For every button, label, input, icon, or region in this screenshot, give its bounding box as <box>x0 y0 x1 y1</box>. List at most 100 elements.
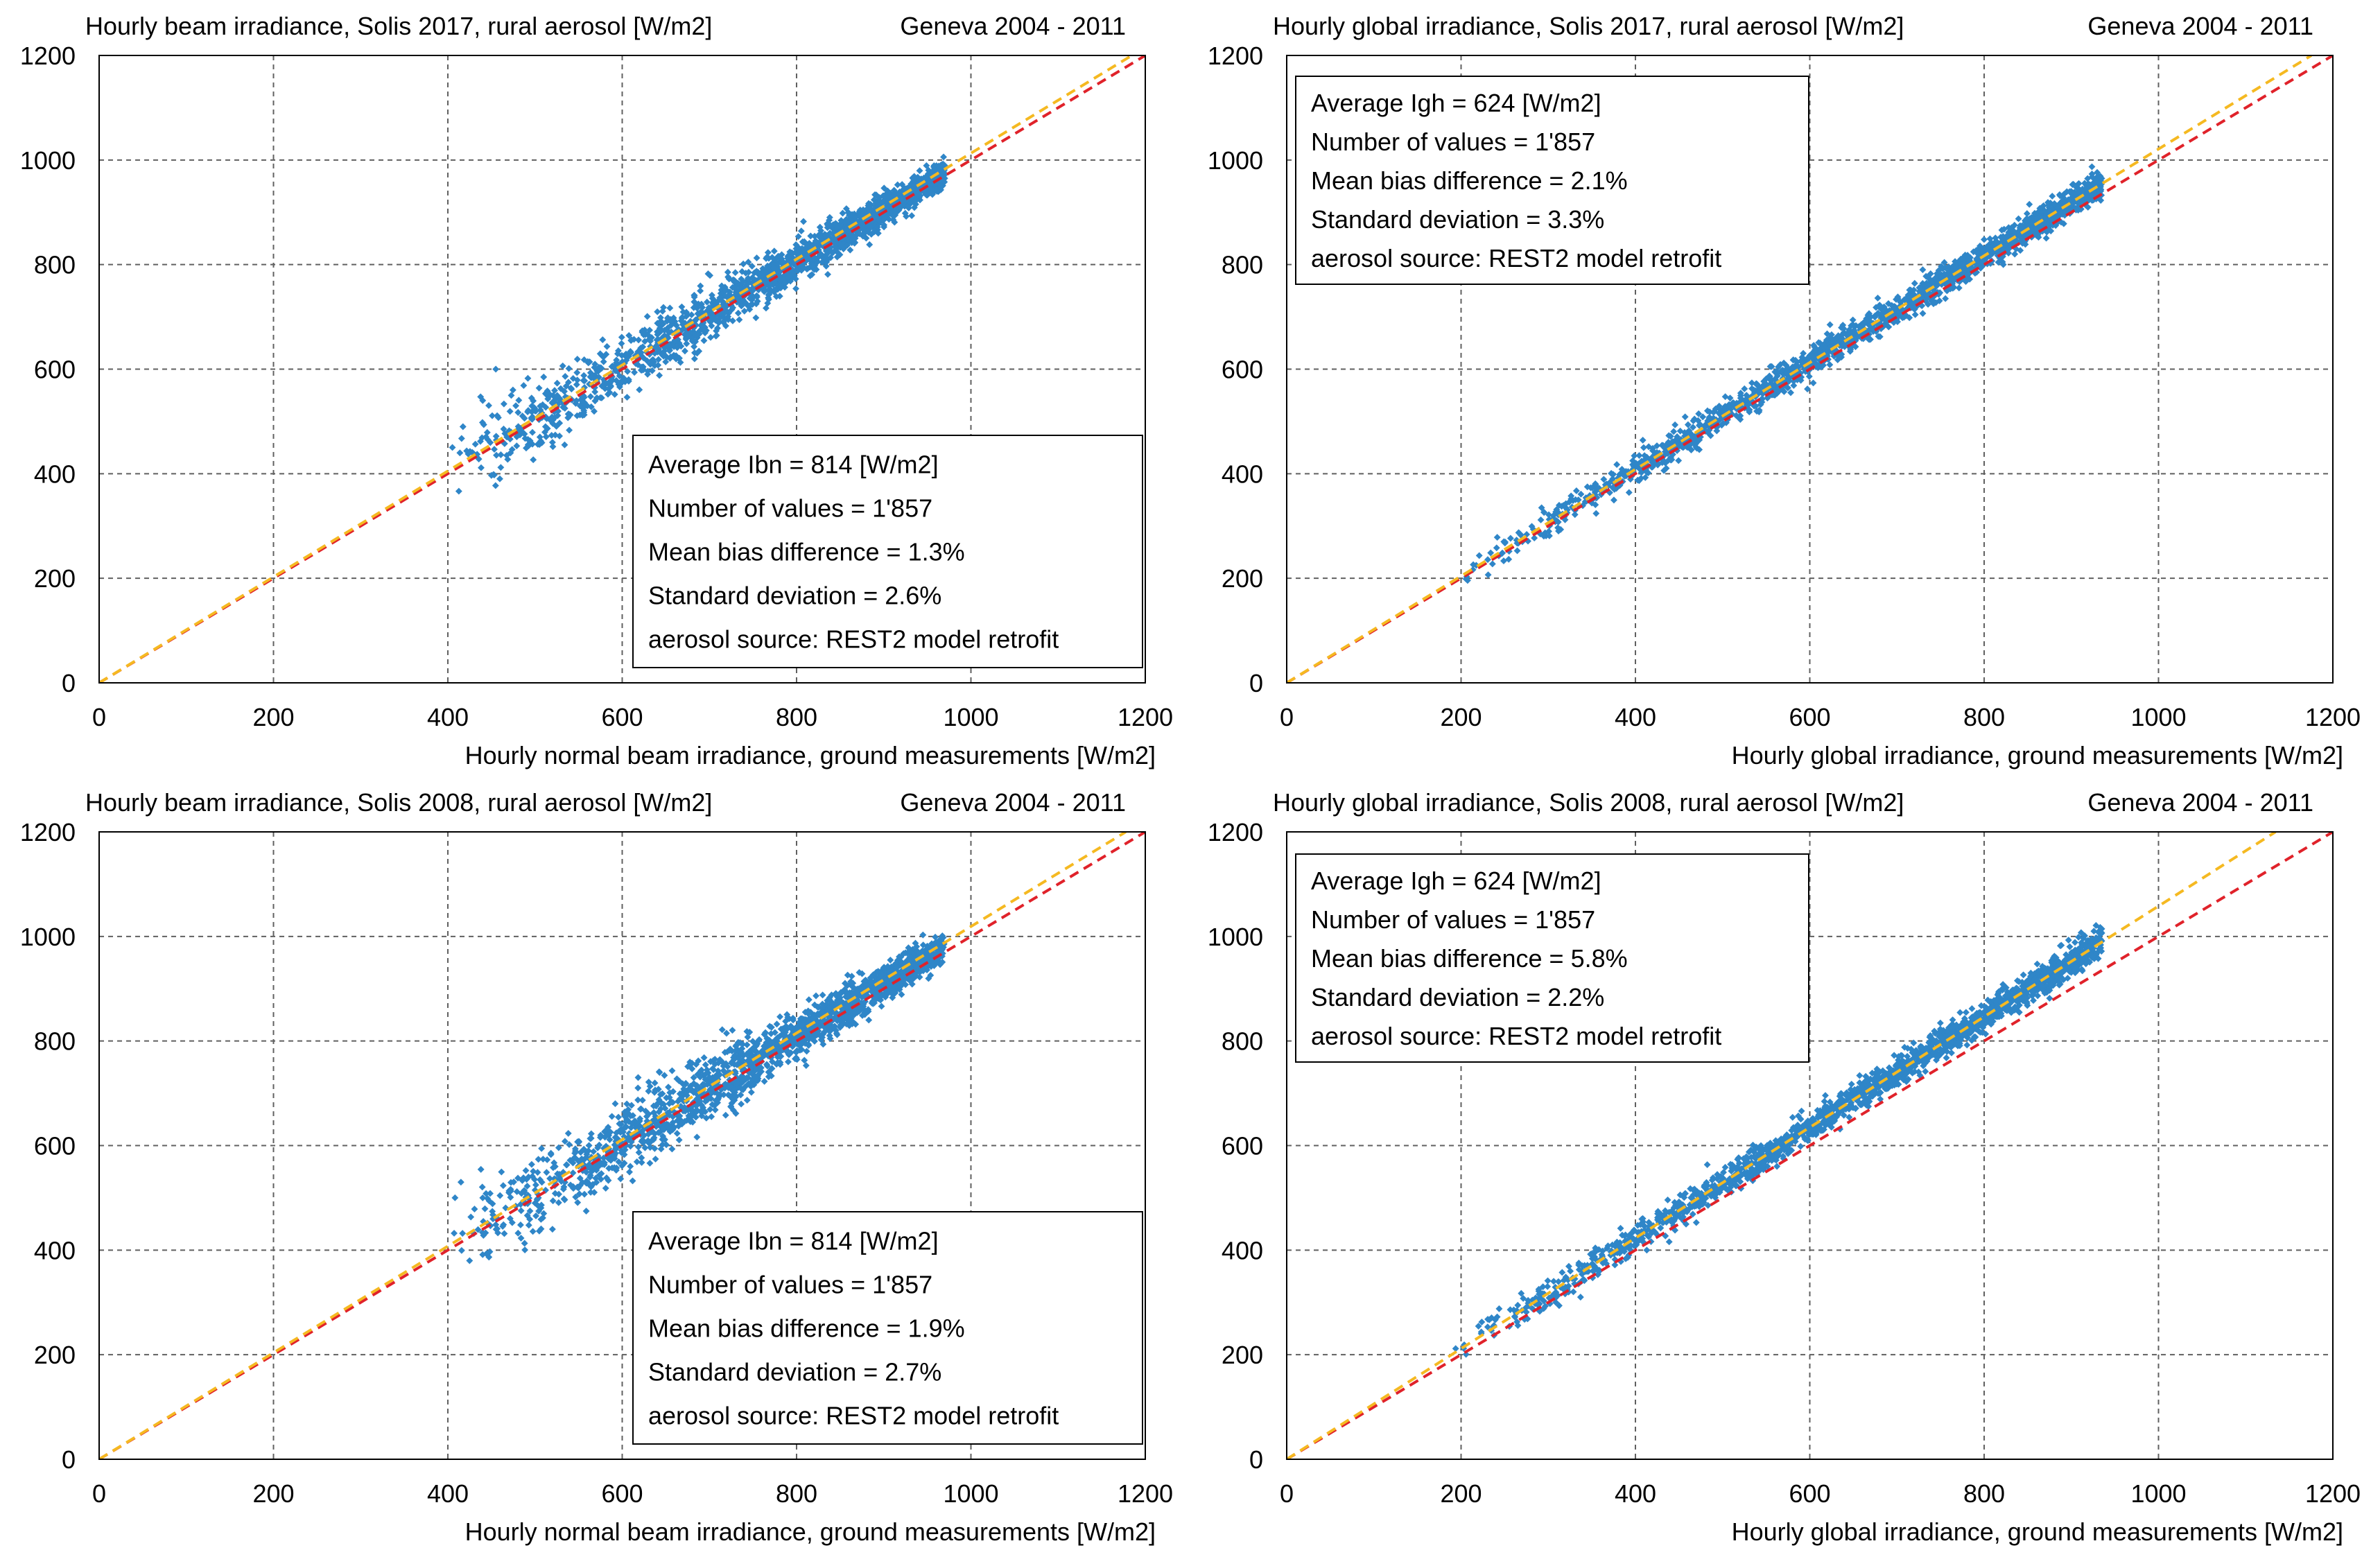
data-point <box>1662 464 1670 472</box>
data-point <box>1684 421 1692 428</box>
data-point <box>613 356 620 364</box>
data-point <box>1760 378 1768 385</box>
data-point <box>580 372 588 379</box>
data-point <box>1823 330 1831 338</box>
data-point <box>1517 531 1525 539</box>
data-point <box>724 268 731 276</box>
data-point <box>743 1097 751 1104</box>
data-point <box>890 191 898 198</box>
data-point <box>598 382 606 390</box>
data-point <box>580 407 588 415</box>
data-point <box>807 255 815 263</box>
x-tick-label: 400 <box>427 1479 469 1508</box>
data-point <box>729 284 736 291</box>
stats-box: Average Ibn = 814 [W/m2]Number of values… <box>632 435 1143 668</box>
data-point <box>703 1066 711 1074</box>
data-point <box>652 343 659 351</box>
data-point <box>1787 373 1794 381</box>
data-point <box>654 320 661 327</box>
data-point <box>1791 356 1799 364</box>
data-point <box>1705 415 1713 422</box>
data-point <box>1875 310 1882 318</box>
data-point <box>1758 395 1766 403</box>
stats-line: Standard deviation = 2.6% <box>648 582 941 610</box>
data-point <box>1635 477 1643 485</box>
data-point <box>707 1058 714 1065</box>
data-point <box>1882 321 1890 329</box>
data-point <box>556 419 564 427</box>
data-point <box>673 1130 681 1137</box>
data-point <box>800 218 807 225</box>
data-point <box>1635 452 1643 459</box>
data-point <box>600 358 607 365</box>
stats-line: Number of values = 1'857 <box>648 494 932 523</box>
data-point <box>523 1182 531 1190</box>
data-point <box>1565 498 1573 506</box>
data-point <box>605 1165 613 1172</box>
y-tick-label: 400 <box>1222 460 1263 488</box>
data-point <box>459 423 467 430</box>
data-point <box>668 1067 676 1075</box>
data-point <box>627 348 634 355</box>
y-tick-label: 1200 <box>1208 42 1263 70</box>
chart-subtitle: Geneva 2004 - 2011 <box>2087 12 2313 40</box>
data-point <box>1934 272 1941 280</box>
x-tick-label: 600 <box>1789 703 1830 731</box>
data-point <box>576 402 584 410</box>
data-point <box>609 376 616 384</box>
data-point <box>1675 457 1683 464</box>
data-point <box>594 367 602 375</box>
data-point <box>761 1077 768 1085</box>
y-tick-label: 0 <box>1249 669 1263 697</box>
data-point <box>668 1145 676 1153</box>
data-point <box>804 265 812 272</box>
data-point <box>901 209 909 217</box>
data-point <box>1809 379 1817 387</box>
data-point <box>654 308 661 315</box>
data-point <box>638 1154 645 1162</box>
data-point <box>609 363 616 370</box>
x-axis-label: Hourly normal beam irradiance, ground me… <box>465 741 1156 769</box>
data-point <box>714 324 721 332</box>
data-point <box>684 331 692 339</box>
data-point <box>746 295 754 302</box>
data-point <box>1755 388 1763 395</box>
data-point <box>2060 220 2067 227</box>
data-point <box>528 402 536 410</box>
data-point <box>537 406 544 414</box>
data-point <box>1743 392 1751 399</box>
data-point <box>731 279 738 286</box>
plot-frame <box>1286 55 2334 684</box>
data-point <box>797 227 805 235</box>
data-point <box>455 487 462 495</box>
data-point <box>634 1074 642 1081</box>
data-point <box>1790 382 1798 390</box>
data-point <box>842 205 850 212</box>
data-point <box>734 309 742 317</box>
data-point <box>723 1029 730 1037</box>
data-point <box>659 307 666 315</box>
y-tick-label: 800 <box>1222 251 1263 279</box>
data-point <box>573 369 581 376</box>
data-point <box>549 1197 557 1205</box>
data-point <box>611 367 619 374</box>
data-point <box>2019 239 2026 247</box>
data-point <box>528 394 535 402</box>
data-point <box>479 397 487 404</box>
data-point <box>933 187 941 195</box>
data-point <box>855 230 863 238</box>
data-point <box>625 331 633 339</box>
data-point <box>1804 385 1812 393</box>
y-tick-label: 200 <box>34 1341 76 1369</box>
data-point <box>1792 362 1799 369</box>
data-point <box>784 1058 792 1065</box>
data-point <box>923 162 930 169</box>
data-point <box>1487 549 1495 557</box>
data-point <box>813 239 820 246</box>
data-point <box>690 291 698 299</box>
data-point <box>737 1091 745 1099</box>
data-point <box>872 200 880 207</box>
data-point <box>663 1141 670 1149</box>
data-point <box>1857 321 1865 328</box>
data-point <box>466 1257 474 1264</box>
